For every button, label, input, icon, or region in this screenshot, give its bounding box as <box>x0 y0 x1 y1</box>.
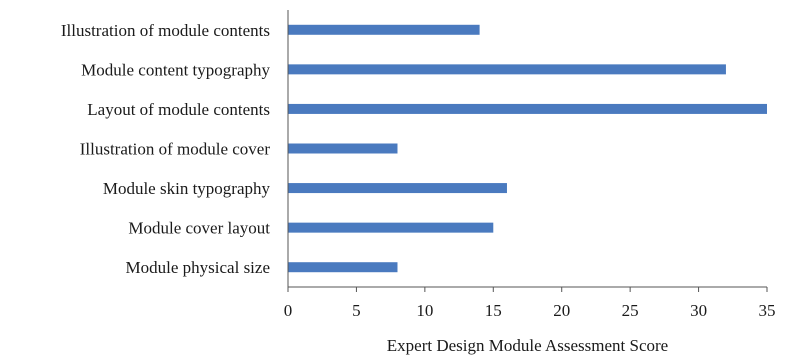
x-tick-label-1: 5 <box>352 301 361 320</box>
x-ticks-group: 0 5 10 15 20 25 30 35 <box>284 287 776 320</box>
category-label-2: Layout of module contents <box>87 100 270 119</box>
category-label-5: Module cover layout <box>128 219 270 238</box>
bar-3 <box>288 143 398 154</box>
category-label-4: Module skin typography <box>103 179 271 198</box>
category-label-6: Module physical size <box>126 258 270 277</box>
category-label-3: Illustration of module cover <box>80 140 271 159</box>
x-tick-label-0: 0 <box>284 301 293 320</box>
bar-4 <box>288 183 507 194</box>
category-label-0: Illustration of module contents <box>61 21 270 40</box>
x-tick-label-4: 20 <box>553 301 570 320</box>
x-tick-label-2: 10 <box>416 301 433 320</box>
x-tick-label-7: 35 <box>759 301 776 320</box>
category-label-1: Module content typography <box>81 60 270 79</box>
bar-6 <box>288 262 398 273</box>
bar-5 <box>288 222 494 233</box>
bar-0 <box>288 24 480 35</box>
x-tick-label-5: 25 <box>622 301 639 320</box>
bar-2 <box>288 103 767 114</box>
bars-group <box>288 24 767 273</box>
x-tick-label-3: 15 <box>485 301 502 320</box>
bar-1 <box>288 64 726 75</box>
x-axis-title: Expert Design Module Assessment Score <box>387 336 668 355</box>
x-tick-label-6: 30 <box>690 301 707 320</box>
category-labels: Illustration of module contents Module co… <box>61 21 271 277</box>
